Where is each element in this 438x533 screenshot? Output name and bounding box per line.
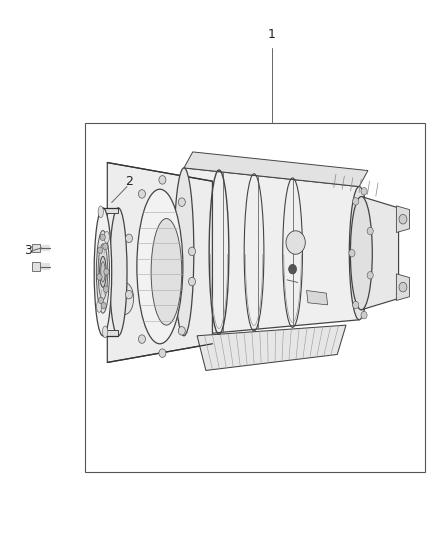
Circle shape — [138, 190, 145, 198]
Circle shape — [97, 274, 102, 280]
Ellipse shape — [94, 208, 112, 336]
Circle shape — [353, 198, 359, 205]
Circle shape — [100, 234, 105, 240]
Circle shape — [98, 247, 103, 253]
Polygon shape — [103, 208, 118, 213]
Polygon shape — [197, 325, 346, 370]
Circle shape — [367, 271, 373, 279]
Ellipse shape — [137, 189, 183, 344]
Polygon shape — [361, 197, 399, 310]
Text: 1: 1 — [268, 28, 276, 41]
Polygon shape — [184, 168, 359, 336]
Polygon shape — [184, 152, 368, 187]
Ellipse shape — [116, 282, 134, 314]
Ellipse shape — [350, 197, 372, 310]
Circle shape — [361, 311, 367, 319]
Circle shape — [399, 282, 407, 292]
Polygon shape — [396, 274, 410, 301]
Bar — [32, 262, 40, 271]
Circle shape — [126, 234, 133, 243]
Circle shape — [188, 247, 195, 256]
Bar — [85, 123, 425, 472]
Ellipse shape — [98, 206, 103, 217]
Ellipse shape — [174, 168, 194, 336]
Circle shape — [399, 214, 407, 224]
Circle shape — [104, 269, 109, 275]
Circle shape — [178, 198, 185, 206]
Ellipse shape — [151, 219, 182, 325]
Ellipse shape — [98, 244, 108, 300]
Circle shape — [103, 286, 109, 293]
Circle shape — [349, 249, 355, 257]
Polygon shape — [103, 330, 118, 336]
Circle shape — [159, 349, 166, 358]
Polygon shape — [396, 206, 410, 232]
Polygon shape — [307, 290, 328, 305]
Text: 3: 3 — [25, 244, 32, 257]
Circle shape — [126, 290, 133, 299]
Bar — [32, 244, 40, 252]
Ellipse shape — [104, 231, 110, 243]
Ellipse shape — [101, 262, 105, 282]
Circle shape — [188, 277, 195, 286]
Ellipse shape — [100, 256, 106, 287]
Circle shape — [102, 243, 108, 249]
Circle shape — [286, 231, 305, 254]
Polygon shape — [107, 163, 212, 362]
Circle shape — [159, 175, 166, 184]
Text: 2: 2 — [125, 175, 133, 188]
Circle shape — [101, 302, 106, 309]
Circle shape — [178, 327, 185, 335]
Ellipse shape — [102, 326, 108, 338]
Circle shape — [367, 228, 373, 235]
Circle shape — [138, 335, 145, 343]
Ellipse shape — [110, 208, 127, 336]
Ellipse shape — [96, 230, 110, 313]
Circle shape — [289, 264, 297, 274]
Ellipse shape — [349, 187, 369, 320]
Circle shape — [361, 188, 367, 195]
Circle shape — [353, 301, 359, 309]
Ellipse shape — [96, 301, 102, 312]
Circle shape — [98, 297, 103, 304]
